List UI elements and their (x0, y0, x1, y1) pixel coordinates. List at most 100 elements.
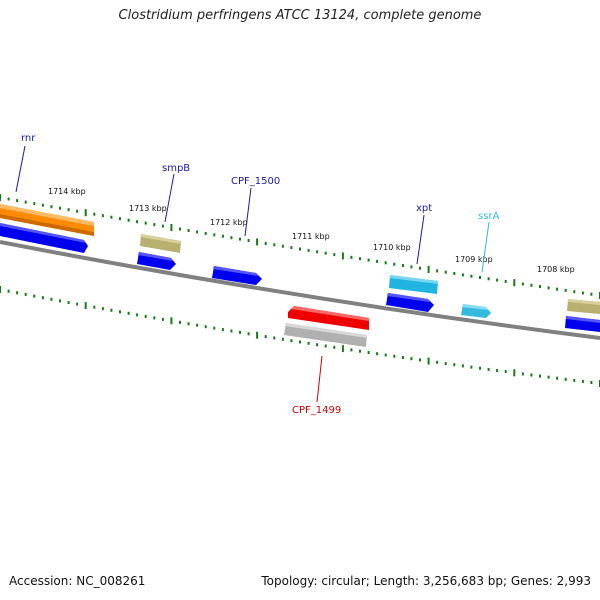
outer-ruler-minor-tick (7, 197, 10, 201)
inner-ruler-minor-tick (479, 366, 481, 370)
outer-ruler-minor-tick (136, 220, 139, 224)
outer-ruler-minor-tick (479, 276, 481, 279)
inner-ruler-minor-tick (350, 348, 353, 352)
outer-ruler-minor-tick (461, 273, 464, 277)
outer-ruler-major-tick (513, 279, 516, 287)
kbp-label-1709: 1709 kbp (455, 255, 493, 264)
inner-ruler-minor-tick (384, 353, 387, 357)
outer-ruler-minor-tick (239, 237, 241, 241)
outer-ruler-minor-tick (581, 291, 584, 295)
inner-ruler-minor-tick (187, 322, 190, 326)
gene-rnr-feature[interactable] (0, 204, 94, 236)
kbp-label-1712: 1712 kbp (210, 218, 248, 227)
inner-ruler-minor-tick (16, 291, 19, 295)
outer-ruler-minor-tick (119, 217, 121, 221)
outer-ruler-minor-tick (316, 250, 319, 254)
kbp-label-1711: 1711 kbp (292, 232, 330, 241)
inner-ruler-minor-tick (264, 335, 267, 339)
xpt-leader-line (416, 214, 425, 265)
inner-ruler-minor-tick (7, 289, 10, 293)
gene-smpB-cds[interactable] (137, 252, 176, 270)
outer-ruler-minor-tick (153, 223, 156, 227)
outer-ruler-minor-tick (273, 243, 276, 247)
accession-text: Accession: NC_008261 (9, 574, 146, 588)
outer-ruler-minor-tick (41, 203, 44, 207)
outer-ruler-minor-tick (281, 244, 284, 248)
inner-ruler-minor-tick (530, 373, 533, 377)
inner-ruler-minor-tick (470, 365, 473, 369)
inner-ruler-minor-tick (521, 372, 524, 376)
gene-label-xpt[interactable]: xpt (416, 203, 432, 214)
genome-summary-text: Topology: circular; Length: 3,256,683 bp… (261, 574, 591, 588)
gene-label-cpf1499[interactable]: CPF_1499 (292, 405, 341, 416)
gene-label-smpB[interactable]: smpB (162, 163, 190, 174)
outer-ruler-minor-tick (376, 259, 379, 263)
outer-ruler-minor-tick (127, 218, 130, 222)
gene-xpt-feature[interactable] (389, 275, 438, 294)
inner-ruler-major-tick (0, 286, 1, 293)
outer-ruler-minor-tick (59, 206, 61, 210)
gene-right-edge-cds[interactable] (565, 316, 600, 332)
inner-ruler-major-tick (513, 369, 516, 377)
outer-ruler-minor-tick (367, 258, 370, 262)
inner-ruler-major-tick (427, 357, 430, 365)
kbp-label-1713: 1713 kbp (129, 204, 167, 213)
inner-ruler-minor-tick (299, 340, 301, 344)
gene-label-ssrA[interactable]: ssrA (478, 211, 500, 222)
inner-ruler-minor-tick (547, 375, 550, 379)
inner-ruler-minor-tick (581, 379, 584, 383)
outer-ruler-minor-tick (359, 257, 361, 261)
inner-ruler-minor-tick (393, 354, 396, 358)
outer-ruler-minor-tick (547, 286, 550, 290)
inner-ruler-minor-tick (196, 323, 199, 327)
inner-ruler-major-tick (170, 317, 173, 325)
inner-ruler-minor-tick (153, 316, 156, 320)
outer-ruler-minor-tick (247, 239, 250, 242)
inner-ruler-minor-tick (401, 356, 404, 359)
outer-ruler-minor-tick (333, 253, 336, 257)
gene-label-cpf1500[interactable]: CPF_1500 (231, 176, 280, 187)
inner-ruler-minor-tick (444, 362, 447, 365)
gene-smpB-feature[interactable] (140, 234, 181, 253)
inner-ruler-minor-tick (247, 332, 250, 336)
gene-rnr-cds[interactable] (0, 223, 88, 253)
ssrA-leader-line (481, 221, 490, 273)
gene-xpt-cds[interactable] (386, 293, 434, 312)
inner-ruler-minor-tick (453, 363, 456, 367)
outer-ruler-minor-tick (564, 288, 567, 292)
inner-ruler-minor-tick (556, 376, 559, 380)
outer-ruler-major-tick (0, 194, 1, 201)
outer-ruler-minor-tick (67, 208, 70, 212)
genome-backbone (0, 240, 600, 340)
outer-ruler-minor-tick (384, 261, 387, 265)
gene-label-rnr[interactable]: rnr (21, 133, 36, 144)
outer-ruler-minor-tick (410, 265, 413, 269)
outer-ruler-minor-tick (436, 269, 439, 273)
inner-ruler-minor-tick (161, 317, 164, 321)
inner-ruler-minor-tick (410, 357, 413, 361)
gene-right-edge-feature[interactable] (567, 299, 600, 314)
gene-cpf1500-cds[interactable] (212, 266, 262, 285)
inner-ruler-major-tick (84, 302, 87, 310)
outer-ruler-minor-tick (196, 230, 199, 234)
cpf1499-leader-line (316, 355, 323, 403)
inner-ruler-minor-tick (76, 302, 79, 306)
outer-ruler-minor-tick (264, 241, 267, 245)
gene-cpf1499-feature[interactable] (288, 306, 369, 330)
outer-ruler-minor-tick (401, 264, 404, 267)
gene-cpf1499-track[interactable] (284, 323, 367, 347)
outer-ruler-minor-tick (470, 274, 473, 278)
outer-ruler-major-tick (427, 266, 430, 273)
inner-ruler-major-tick (256, 331, 259, 339)
outer-ruler-minor-tick (161, 224, 164, 228)
gene-ssrA-feature[interactable] (461, 304, 491, 318)
inner-ruler-minor-tick (307, 341, 310, 345)
outer-ruler-minor-tick (204, 231, 207, 235)
inner-ruler-minor-tick (367, 351, 370, 354)
outer-ruler-minor-tick (290, 246, 293, 250)
inner-ruler-minor-tick (333, 345, 336, 349)
outer-ruler-minor-tick (350, 255, 353, 259)
kbp-label-1714: 1714 kbp (48, 187, 86, 196)
